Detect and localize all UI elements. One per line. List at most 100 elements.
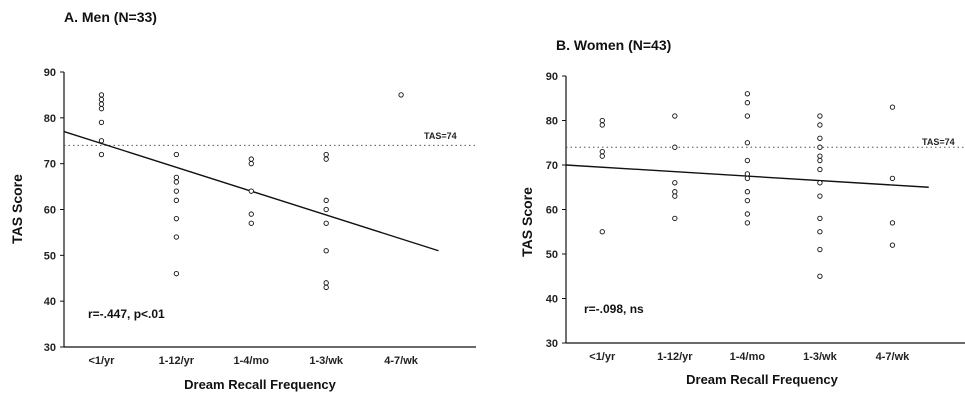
y-tick-label: 50: [546, 249, 558, 261]
data-point: [173, 234, 180, 240]
x-tick-label: 4-7/wk: [384, 355, 419, 367]
data-point: [817, 135, 823, 141]
x-tick-label: 1-4/mo: [730, 351, 766, 363]
data-point: [98, 106, 105, 112]
x-tick-label: 1-3/wk: [803, 351, 838, 363]
data-point: [599, 117, 605, 124]
x-tick-label: 1-12/yr: [657, 351, 693, 363]
panel-women-correlation-annotation: r=-.098, ns: [584, 302, 644, 316]
x-tick-label: <1/yr: [589, 351, 616, 363]
data-point: [599, 229, 605, 235]
data-point: [744, 140, 751, 146]
data-point: [817, 122, 823, 128]
data-point: [744, 220, 751, 226]
data-point: [248, 161, 254, 167]
y-tick-label: 40: [546, 294, 558, 306]
data-point: [599, 122, 605, 128]
data-point: [599, 148, 605, 155]
data-point: [889, 242, 896, 248]
data-point: [672, 113, 678, 119]
y-tick-label: 60: [546, 205, 558, 217]
data-point: [248, 156, 254, 162]
panel-men: A. Men (N=33) TAS Score Dream Recall Fre…: [9, 9, 476, 392]
y-tick-label: 50: [44, 250, 56, 262]
y-tick-label: 40: [44, 296, 56, 308]
data-point: [173, 179, 180, 185]
data-point: [744, 171, 751, 177]
panel-women: B. Women (N=43) TAS Score Dream Recall F…: [519, 37, 965, 387]
panel-women-reference-label: TAS=74: [922, 137, 955, 147]
data-point: [817, 180, 823, 186]
data-point: [817, 113, 823, 119]
data-point: [817, 166, 823, 173]
data-point: [323, 284, 329, 291]
x-tick-label: 1-3/wk: [309, 355, 344, 367]
data-point: [744, 113, 751, 119]
data-point: [744, 175, 751, 182]
data-point: [744, 100, 751, 106]
y-tick-label: 30: [546, 338, 558, 350]
y-tick-label: 70: [546, 160, 558, 172]
panel-men-y-axis-label: TAS Score: [9, 174, 25, 244]
data-point: [323, 280, 329, 286]
panel-women-x-axis-label: Dream Recall Frequency: [686, 372, 839, 387]
panel-men-correlation-annotation: r=-.447, p<.01: [88, 307, 165, 321]
data-point: [744, 211, 751, 217]
data-point: [323, 220, 329, 226]
data-point: [817, 215, 823, 222]
data-point: [744, 91, 751, 97]
data-point: [889, 104, 896, 110]
y-tick-label: 80: [546, 116, 558, 128]
data-point: [173, 174, 180, 181]
data-point: [744, 157, 751, 164]
y-tick-label: 70: [44, 159, 56, 171]
data-point: [817, 157, 823, 164]
data-point: [817, 193, 823, 199]
data-point: [173, 151, 180, 158]
data-point: [817, 144, 823, 150]
data-point: [98, 119, 105, 126]
panel-men-x-axis-label: Dream Recall Frequency: [184, 377, 337, 392]
y-tick-label: 30: [44, 342, 56, 354]
data-point: [323, 206, 329, 213]
x-tick-label: 1-12/yr: [159, 355, 195, 367]
data-point: [323, 151, 329, 158]
data-point: [398, 92, 404, 98]
data-point: [173, 271, 180, 277]
data-point: [98, 101, 105, 107]
data-point: [323, 248, 329, 254]
data-point: [248, 188, 254, 194]
data-point: [98, 96, 105, 103]
data-point: [672, 215, 678, 222]
data-point: [248, 211, 254, 217]
data-point: [672, 189, 678, 195]
data-point: [817, 273, 823, 279]
data-point: [98, 138, 105, 144]
data-point: [173, 216, 180, 222]
data-point: [248, 220, 254, 226]
data-point: [672, 193, 678, 199]
data-point: [889, 175, 896, 182]
data-point: [744, 189, 751, 195]
data-point: [672, 180, 678, 186]
x-tick-label: <1/yr: [88, 355, 115, 367]
panel-women-y-axis-label: TAS Score: [519, 187, 535, 257]
y-tick-label: 90: [44, 67, 56, 79]
y-tick-label: 60: [44, 205, 56, 217]
data-point: [323, 156, 329, 162]
data-point: [323, 197, 329, 203]
data-point: [817, 229, 823, 235]
data-point: [98, 151, 105, 158]
data-point: [173, 188, 180, 194]
data-point: [817, 246, 823, 253]
panel-men-reference-label: TAS=74: [424, 131, 457, 141]
data-point: [599, 153, 605, 159]
data-point: [173, 197, 180, 203]
data-point: [98, 92, 105, 98]
y-tick-label: 80: [44, 113, 56, 125]
x-tick-label: 4-7/wk: [876, 351, 911, 363]
panel-men-title: A. Men (N=33): [64, 9, 157, 25]
data-point: [889, 220, 896, 226]
panel-women-title: B. Women (N=43): [556, 37, 671, 53]
